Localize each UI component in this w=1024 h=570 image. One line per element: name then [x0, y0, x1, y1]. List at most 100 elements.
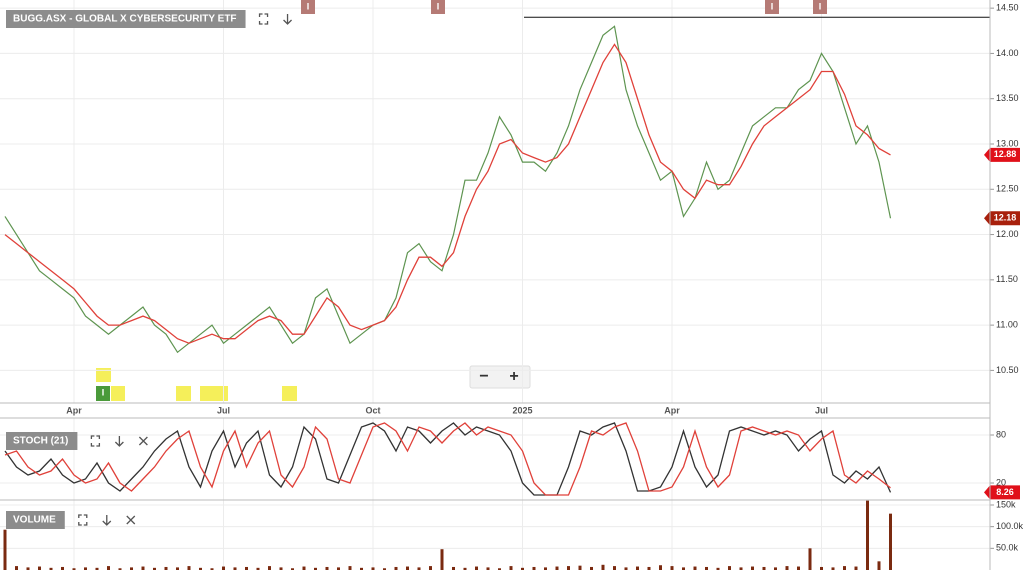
- event-marker: [96, 386, 110, 401]
- volume-bar: [141, 566, 145, 570]
- zoom-out[interactable]: −: [479, 368, 488, 385]
- volume-bar: [49, 567, 53, 570]
- volume-bar: [360, 567, 363, 570]
- volume-bar: [728, 566, 731, 570]
- volume-bar: [291, 568, 294, 570]
- y-tick-label: 14.00: [996, 48, 1019, 58]
- panel-icons[interactable]: [78, 514, 136, 526]
- panel-title-box: [6, 432, 78, 450]
- event-marker: [431, 0, 445, 14]
- y-tick-label: 80: [996, 429, 1006, 439]
- icon-close: [126, 515, 136, 525]
- event-label: I: [102, 387, 105, 397]
- event-marker: [813, 0, 827, 14]
- volume-bar: [256, 567, 260, 570]
- volume-bar: [590, 566, 593, 570]
- event-label: I: [307, 1, 310, 11]
- price-tag: [984, 211, 1020, 226]
- event-marker: [765, 0, 779, 14]
- volume-bar: [636, 566, 639, 570]
- y-tick-label: 13.00: [996, 138, 1019, 148]
- volume-bar: [843, 566, 846, 570]
- volume-bar: [417, 567, 421, 570]
- y-tick-label: 150k: [996, 499, 1016, 509]
- volume-bar: [521, 567, 524, 570]
- y-tick-label: 12.50: [996, 184, 1019, 194]
- event-label: I: [771, 1, 774, 11]
- volume-bar: [153, 567, 156, 570]
- volume-bar: [463, 567, 467, 570]
- volume-bar: [371, 567, 375, 570]
- volume-bar: [118, 568, 122, 570]
- x-tick-label: 2025: [512, 405, 532, 415]
- y-tick-label: 100.0k: [996, 521, 1024, 531]
- volume-bar: [601, 564, 605, 570]
- zoom-in[interactable]: +: [509, 368, 518, 385]
- volume-bar: [233, 567, 237, 570]
- price-tag-label: 12.18: [994, 213, 1017, 223]
- volume-bar: [820, 566, 823, 570]
- note-icon: [96, 368, 111, 382]
- note-icon: [111, 386, 125, 401]
- volume-bar: [613, 566, 616, 570]
- volume-bar: [762, 566, 766, 570]
- volume-bar: [176, 567, 179, 570]
- event-label: I: [819, 1, 822, 11]
- zoom-controls[interactable]: − +: [469, 365, 531, 389]
- note-icon: [200, 386, 228, 401]
- volume-bar: [187, 566, 191, 570]
- volume-bar: [751, 566, 754, 570]
- volume-bar: [498, 568, 501, 570]
- volume-bar: [15, 566, 18, 570]
- volume-bar: [452, 566, 455, 570]
- volume-bar: [831, 567, 835, 570]
- volume-bar: [95, 567, 99, 570]
- volume-bar: [889, 513, 892, 570]
- icon-arrow: [114, 436, 124, 447]
- volume-bar: [785, 566, 789, 570]
- price-tag-label: 8.26: [996, 487, 1014, 497]
- panel-title: VOLUME: [13, 515, 56, 526]
- series-line: [4, 43, 891, 344]
- volume-bar: [440, 549, 444, 570]
- y-tick-label: 14.50: [996, 3, 1019, 13]
- volume-bar: [61, 566, 64, 570]
- volume-bar: [670, 566, 674, 570]
- volume-bar: [716, 567, 720, 570]
- volume-bar: [302, 566, 306, 570]
- volume-bar: [854, 566, 858, 570]
- x-tick-label: Jul: [217, 405, 230, 415]
- series-line: [4, 422, 891, 496]
- volume-bar: [866, 500, 869, 570]
- volume-bar: [279, 567, 283, 570]
- icon-arrow: [283, 14, 293, 25]
- volume-bar: [245, 566, 248, 570]
- volume-bar: [475, 566, 478, 570]
- panel-title-box: [6, 10, 246, 28]
- volume-bar: [222, 566, 225, 570]
- volume-bar: [544, 567, 547, 570]
- volume-bar: [268, 566, 271, 570]
- note-icons: [96, 368, 297, 401]
- note-icon: [282, 386, 297, 401]
- panel-icons[interactable]: [90, 435, 148, 447]
- x-tick-label: Jul: [815, 405, 828, 415]
- icon-expand: [78, 514, 88, 526]
- volume-bar: [164, 566, 168, 570]
- event-label: I: [437, 1, 440, 11]
- volume-bar: [624, 567, 628, 570]
- volume-bar: [774, 567, 777, 570]
- volume-bar: [348, 566, 352, 570]
- x-tick-label: Oct: [365, 405, 380, 415]
- panel-icons[interactable]: [258, 13, 293, 25]
- volume-bar: [808, 548, 812, 570]
- volume-bar: [532, 566, 536, 570]
- y-tick-label: 10.50: [996, 365, 1019, 375]
- panel-title: STOCH (21): [13, 436, 68, 447]
- volume-bar: [394, 566, 398, 570]
- y-tick-label: 11.50: [996, 274, 1018, 284]
- volume-bar: [314, 567, 317, 570]
- volume-bar: [877, 561, 881, 570]
- volume-bar: [84, 567, 87, 570]
